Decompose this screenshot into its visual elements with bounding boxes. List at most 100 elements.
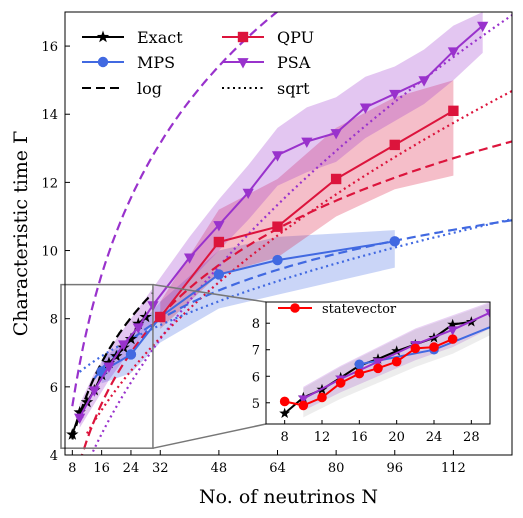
x-axis-label: No. of neutrinos N	[199, 486, 378, 508]
psa-point	[418, 76, 430, 87]
inset-psa-point	[298, 395, 309, 405]
inset-statevector-point	[354, 368, 365, 379]
x-tick-label: 112	[441, 461, 466, 476]
inset-psa-point	[485, 309, 490, 319]
zoom-box	[60, 283, 154, 449]
y-tick-label: 14	[41, 108, 58, 123]
y-tick-label: 4	[50, 449, 58, 464]
legend-marker	[237, 58, 249, 69]
legend-entry-qpu: QPU	[222, 28, 314, 47]
mps-point	[389, 236, 400, 247]
inset-exact-point	[447, 318, 459, 330]
zoom-connector-bottom	[152, 423, 267, 449]
qpu-point	[330, 173, 342, 185]
inset-x-tick-label: 12	[314, 430, 331, 445]
psa-point	[477, 21, 489, 33]
inset-legend-label: statevector	[322, 302, 397, 317]
legend-entry-psa: PSA	[222, 53, 311, 72]
inset-x-tick-label: 8	[281, 430, 289, 445]
inset-x-tick-label: 24	[426, 430, 443, 445]
x-tick-label: 24	[123, 461, 140, 476]
inset-y-tick-label: 7	[252, 344, 260, 359]
legend-entry-sqrt: sqrt	[222, 79, 310, 98]
inset-x-tick-label: 16	[351, 430, 368, 445]
psa-point	[330, 129, 342, 140]
x-axis-ticks: 8 16 24 32 48 64 80 96 112	[68, 450, 466, 476]
psa-point	[213, 221, 225, 232]
y-tick-label: 16	[41, 40, 58, 55]
inset-statevector-point	[429, 342, 439, 352]
psa-point	[88, 386, 100, 397]
legend-label: QPU	[277, 28, 314, 47]
qpu-point	[389, 139, 400, 151]
x-tick-label: 64	[269, 461, 286, 476]
mps-line	[101, 240, 395, 373]
legend-label: log	[137, 79, 162, 98]
inset-statevector-point	[335, 378, 346, 388]
psa-point	[242, 188, 254, 200]
psa-point	[74, 413, 86, 424]
inset-mps-point	[354, 359, 365, 370]
y-axis-ticks: 4 6 8 10 12 14 16	[41, 40, 70, 464]
exact-point	[80, 395, 94, 408]
inset-exact-point	[279, 407, 291, 418]
legend-marker	[97, 56, 109, 68]
psa-point	[271, 151, 284, 162]
qpu-point	[155, 311, 166, 323]
psa-band	[79, 12, 483, 428]
legend-marker	[237, 31, 249, 43]
inset-psa-point	[373, 358, 383, 368]
sqrt-fit-3	[86, 90, 512, 434]
inset-legend-entry-statevector: statevector	[278, 302, 397, 317]
legend-marker	[96, 30, 110, 43]
inset-psa-point	[447, 326, 458, 336]
log-fit-6	[71, 292, 154, 440]
inset-statevector-point	[391, 356, 402, 367]
inset-statevector-point	[410, 343, 421, 354]
legend-entry-exact: Exact	[82, 28, 183, 47]
qpu-point	[448, 105, 459, 117]
inset-legend-marker	[290, 303, 300, 313]
inset-statevector-point	[317, 392, 327, 403]
inset-plot: 8 12 16 20 24 28 5 6 7 8 statevector	[252, 301, 491, 445]
inset-x-tick-label: 28	[463, 430, 480, 445]
x-tick-label: 48	[211, 461, 228, 476]
legend-label: MPS	[137, 53, 175, 72]
exact-point	[73, 405, 86, 418]
inset-statevector-point	[373, 363, 383, 374]
exact-point	[132, 317, 145, 330]
zoom-indicator	[60, 283, 267, 449]
plot-frame	[64, 11, 513, 456]
legend-label: sqrt	[277, 79, 310, 98]
qpu-point	[213, 236, 225, 248]
legend-label: PSA	[277, 53, 311, 72]
exact-point	[102, 356, 116, 369]
x-tick-label: 96	[386, 461, 403, 476]
sqrt-fit-1	[90, 14, 512, 455]
inset-statevector-point	[447, 334, 458, 344]
x-tick-label: 80	[328, 461, 345, 476]
legend-label: Exact	[137, 28, 183, 47]
qpu-line	[159, 109, 454, 318]
log-fit-4	[93, 219, 512, 380]
mps-point	[272, 254, 283, 266]
inset-y-tick-label: 6	[252, 370, 260, 385]
psa-point	[118, 340, 130, 351]
psa-point	[447, 47, 459, 58]
psa-point	[389, 89, 401, 101]
inset-frame	[265, 301, 491, 425]
y-tick-label: 12	[41, 176, 58, 191]
psa-point	[183, 253, 196, 264]
qpu-band	[160, 80, 454, 329]
log-fit-2	[80, 140, 512, 455]
y-axis-label: Characteristic time Γ	[10, 131, 32, 337]
exact-point	[124, 332, 138, 345]
qpu-point	[272, 221, 283, 232]
inset-y-tick-label: 5	[252, 397, 260, 412]
main-series	[66, 21, 489, 440]
legend: Exact MPS log QPU PSA sqrt	[82, 28, 314, 98]
y-tick-label: 10	[41, 245, 58, 260]
psa-point	[103, 362, 115, 373]
exact-point	[66, 428, 79, 440]
inset-x-tick-label: 20	[388, 430, 405, 445]
